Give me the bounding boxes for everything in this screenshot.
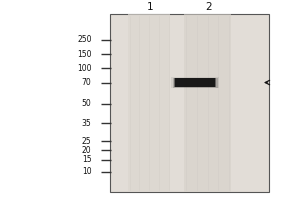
Bar [128, 14, 170, 192]
Text: 35: 35 [82, 119, 92, 128]
Text: 70: 70 [82, 78, 92, 87]
Text: 15: 15 [82, 155, 92, 164]
Text: 250: 250 [77, 35, 92, 44]
Text: 50: 50 [82, 99, 92, 108]
Bar [171, 77, 219, 88]
Bar [184, 14, 231, 192]
Bar [172, 78, 218, 88]
Bar [175, 78, 215, 87]
Text: 150: 150 [77, 50, 92, 59]
Text: 20: 20 [82, 146, 92, 155]
Bar [174, 78, 216, 87]
Text: 10: 10 [82, 167, 92, 176]
Text: 1: 1 [147, 2, 153, 12]
Text: 25: 25 [82, 137, 92, 146]
Bar [110, 14, 268, 192]
Text: 100: 100 [77, 64, 92, 73]
Text: 2: 2 [205, 2, 212, 12]
